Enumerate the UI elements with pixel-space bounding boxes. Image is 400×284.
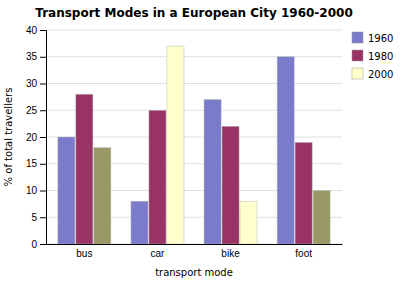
legend: 1960 1980 2000 <box>352 32 393 80</box>
y-tick-mark <box>40 217 46 218</box>
y-tick-mark <box>40 191 46 192</box>
x-tick: bike <box>221 248 240 259</box>
y-tick-label: 20 <box>26 132 38 143</box>
bar <box>222 126 239 244</box>
bar <box>149 110 166 244</box>
legend-label: 2000 <box>368 69 393 80</box>
chart: 0 5 10 15 20 25 30 35 40 bus car bike foot Transport … <box>0 0 400 284</box>
title: Transport Modes in a European City 1960-… <box>35 6 352 20</box>
x-tick-label: foot <box>295 248 312 259</box>
y-tick-mark <box>40 30 46 31</box>
y-tick: 5 <box>31 212 46 223</box>
bar-series <box>76 94 312 244</box>
y-tick-label: 40 <box>26 25 38 36</box>
bar <box>204 100 221 244</box>
y-tick-mark <box>40 164 46 165</box>
bar <box>131 201 148 244</box>
y-tick-label: 10 <box>26 185 38 196</box>
legend-swatch <box>352 32 363 43</box>
grid <box>46 30 342 244</box>
y-tick-label: 15 <box>26 158 38 169</box>
y-axis: 0 5 10 15 20 25 30 35 40 <box>26 25 47 250</box>
y-tick: 35 <box>26 51 46 62</box>
grid-line <box>46 30 342 31</box>
grid-line <box>46 56 342 57</box>
y-axis-line <box>40 31 47 245</box>
y-tick-mark <box>40 244 46 245</box>
y-tick: 0 <box>31 239 46 250</box>
y-tick: 25 <box>26 105 46 116</box>
legend-label: 1980 <box>368 51 393 62</box>
bar <box>313 191 330 245</box>
x-tick-label: car <box>151 248 166 259</box>
y-tick: 40 <box>26 25 46 36</box>
y-tick: 15 <box>26 158 46 169</box>
x-tick: bus <box>76 248 92 259</box>
bar <box>58 137 75 244</box>
y-tick-label: 25 <box>26 105 38 116</box>
bar <box>167 46 184 244</box>
plot: 0 5 10 15 20 25 30 35 40 bus car bike foot <box>26 25 343 259</box>
bar <box>94 148 111 244</box>
y-tick-label: 35 <box>26 51 38 62</box>
bar <box>240 201 257 244</box>
legend-item: 1960 <box>352 32 393 44</box>
legend-item: 1980 <box>352 50 393 62</box>
grid-line <box>46 83 342 84</box>
y-tick-mark <box>40 137 46 138</box>
bar <box>277 57 294 244</box>
y-tick-label: 30 <box>26 78 38 89</box>
x-tick-label: bus <box>76 248 92 259</box>
y-tick-label: 0 <box>31 239 37 250</box>
bar-series <box>94 46 330 244</box>
bars <box>58 46 330 244</box>
x-axis-line <box>47 244 343 245</box>
y-axis-title: % of total travellers <box>3 88 14 187</box>
y-tick-label: 5 <box>31 212 37 223</box>
x-tick: foot <box>295 248 312 259</box>
x-tick: car <box>151 248 166 259</box>
y-tick-mark <box>40 84 46 85</box>
legend-item: 2000 <box>352 68 393 80</box>
y-tick: 30 <box>26 78 46 89</box>
legend-swatch <box>352 68 363 79</box>
x-axis-title: transport mode <box>155 267 233 278</box>
y-tick: 10 <box>26 185 46 196</box>
x-axis: bus car bike foot <box>47 245 343 260</box>
x-tick-label: bike <box>221 248 240 259</box>
legend-swatch <box>352 50 363 61</box>
bar <box>76 94 93 244</box>
y-tick-mark <box>40 57 46 58</box>
y-tick: 20 <box>26 132 46 143</box>
bar <box>295 142 312 244</box>
y-tick-mark <box>40 110 46 111</box>
legend-label: 1960 <box>368 33 393 44</box>
